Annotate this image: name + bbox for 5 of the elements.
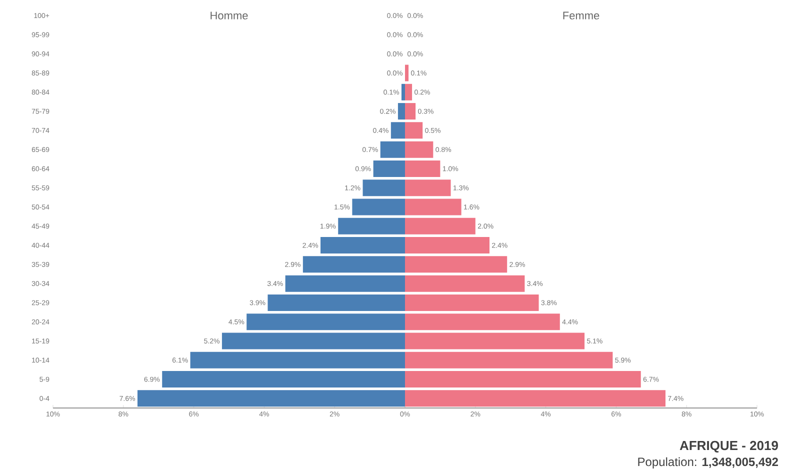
text: AFRIQUE - 2019 <box>680 440 778 453</box>
chart-title: Homme <box>210 12 248 20</box>
text: Population: 1,348,005,492 <box>638 457 778 468</box>
bar <box>405 64 409 82</box>
chart-title: Femme <box>563 12 600 20</box>
